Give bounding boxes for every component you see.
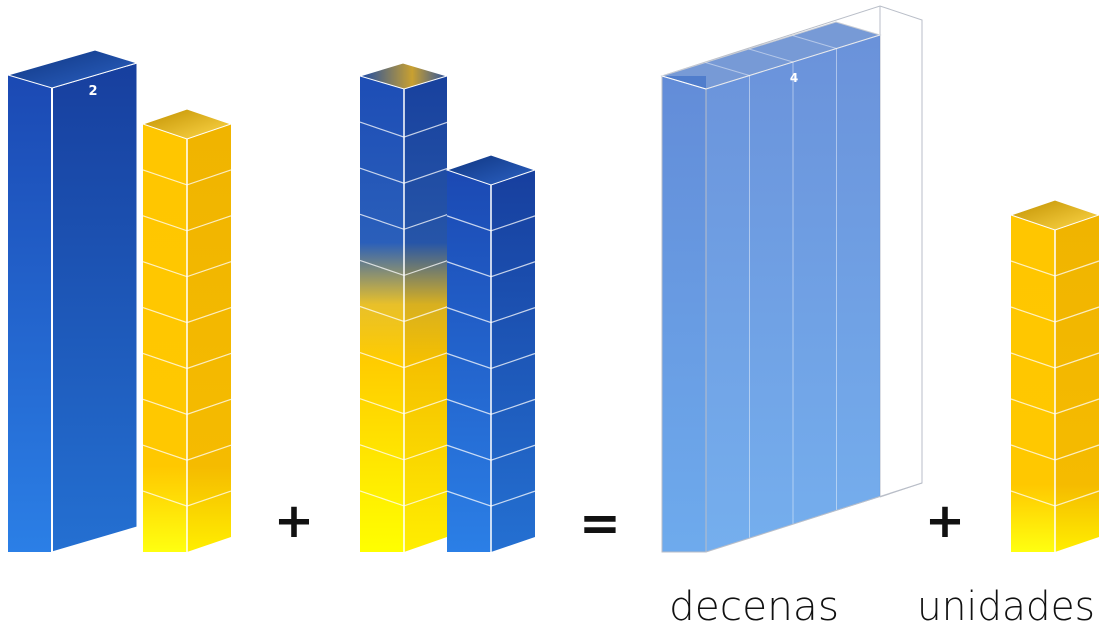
cube-divider [1010, 306, 1100, 323]
cube-divider [1010, 398, 1100, 415]
tens-block-front [662, 76, 706, 552]
cube-divider [446, 444, 536, 461]
units-result-column [1009, 199, 1100, 552]
cube-divider [446, 261, 536, 278]
ten-rod-top [6, 49, 139, 89]
cube-divider [142, 398, 232, 415]
cube-divider [359, 213, 449, 230]
cube-divider [446, 490, 536, 507]
units-label: unidades [917, 584, 1095, 630]
units-cube-dividers [1010, 260, 1100, 507]
tens-block-number: 4 [790, 71, 798, 85]
ten-rod-number: 2 [88, 84, 97, 99]
ten-rod-front [8, 75, 52, 552]
cube-divider [359, 121, 449, 138]
blue-cube-dividers [446, 215, 536, 507]
tens-top-divider [705, 62, 750, 76]
cube-divider [142, 261, 232, 278]
units-column-side [1055, 215, 1099, 552]
cube-divider [359, 444, 449, 461]
plus-sign-1: + [274, 493, 314, 549]
cube-divider [1010, 490, 1100, 507]
mixed-column [358, 62, 449, 552]
unit-cube-dividers [142, 169, 232, 507]
ten-rod-2: 2 [6, 49, 139, 553]
unit-column-side [187, 124, 231, 552]
mixed-column-top [358, 62, 449, 90]
unit-column-front [143, 124, 187, 552]
units-column-top [1009, 199, 1100, 231]
cube-divider [359, 167, 449, 184]
cube-divider [359, 398, 449, 415]
cube-divider [142, 490, 232, 507]
cube-divider [142, 444, 232, 461]
cube-divider [142, 169, 232, 186]
cube-divider [142, 352, 232, 370]
blue-column [445, 154, 537, 552]
cube-divider [359, 259, 449, 277]
cube-divider [446, 215, 536, 232]
tens-block-side [706, 35, 880, 552]
cube-divider [446, 398, 536, 416]
cube-divider [1010, 444, 1100, 461]
cube-divider [446, 352, 536, 370]
cube-divider [1010, 260, 1100, 277]
tens-top-divider [792, 35, 837, 49]
cube-divider [359, 352, 449, 369]
tens-top-divider [748, 48, 794, 63]
units-column-front [1011, 215, 1055, 552]
blue-column-top [445, 154, 537, 186]
cube-divider [359, 305, 449, 323]
cube-divider [142, 215, 232, 232]
tens-block-dividers [705, 35, 837, 539]
cube-divider [1010, 352, 1100, 369]
cube-divider [446, 307, 536, 324]
cube-divider [142, 306, 232, 324]
cube-divider [359, 490, 449, 507]
equals-sign: = [579, 494, 621, 552]
unit-column-9 [141, 108, 233, 552]
tens-label: decenas [669, 584, 839, 630]
mixed-cube-dividers [359, 121, 449, 507]
tens-result-block: 4 [660, 5, 923, 553]
ten-rod-side [51, 62, 138, 553]
plus-sign-2: + [925, 493, 965, 549]
unit-column-top [141, 108, 233, 140]
